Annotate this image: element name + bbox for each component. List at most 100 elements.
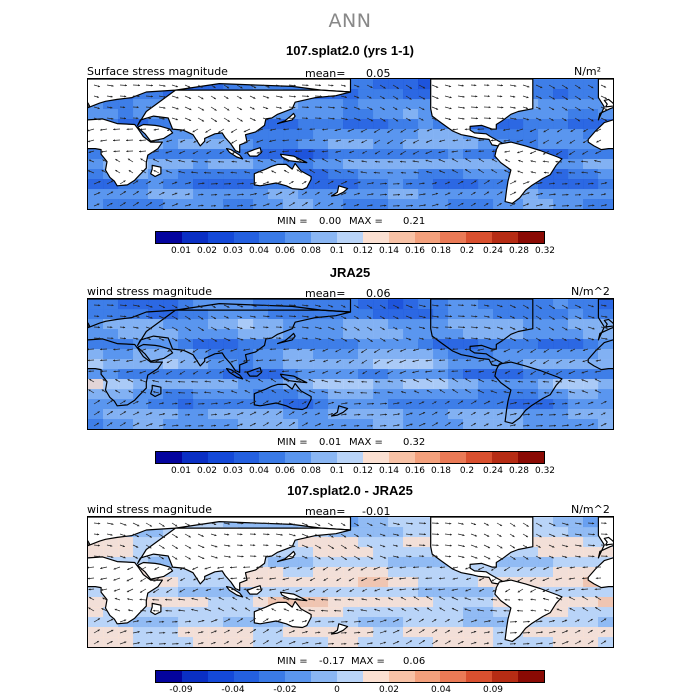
field-cell <box>358 419 374 429</box>
wind-arrow-head <box>344 339 348 342</box>
wind-arrow-head <box>344 642 347 645</box>
wind-arrow-head <box>590 630 593 632</box>
field-cell <box>523 399 539 410</box>
wind-arrow-head <box>269 359 272 362</box>
field-cell <box>238 189 254 200</box>
field-cell <box>553 159 569 170</box>
field-cell <box>313 409 329 420</box>
wind-arrow-head <box>412 160 415 163</box>
field-cell <box>238 627 254 638</box>
field-cell <box>403 129 419 140</box>
wind-arrow-head <box>96 422 99 425</box>
wind-arrow-head <box>204 160 207 163</box>
wind-arrow-head <box>292 202 295 205</box>
wind-arrow-head <box>395 119 399 122</box>
wind-arrow-head <box>201 204 204 207</box>
field-cell <box>283 329 299 340</box>
field-cell <box>208 369 224 380</box>
field-cell <box>178 199 194 209</box>
wind-arrow-head <box>334 609 336 612</box>
field-cell <box>553 567 569 578</box>
field-cell <box>433 149 449 160</box>
wind-arrow-head <box>218 607 221 610</box>
field-cell <box>523 627 539 638</box>
wind-arrow-head <box>439 577 441 580</box>
field-cell <box>553 607 569 618</box>
wind-arrow-head <box>410 204 413 207</box>
wind-arrow-head <box>396 306 400 309</box>
wind-arrow-head <box>336 579 339 581</box>
field-cell <box>133 339 149 350</box>
field-cell <box>268 409 284 420</box>
wind-arrow-head <box>473 523 476 526</box>
field-cell <box>88 349 104 360</box>
wind-arrow-head <box>254 411 257 414</box>
wind-arrow-head <box>555 372 559 375</box>
wind-arrow-head <box>335 350 338 353</box>
field-cell <box>208 329 224 340</box>
wind-arrow-head <box>527 192 530 195</box>
wind-arrow-head <box>150 84 153 87</box>
wind-arrow-head <box>214 630 217 633</box>
field-cell <box>148 149 164 160</box>
wind-arrow-head <box>166 361 169 363</box>
field-cell <box>493 557 509 568</box>
field-cell <box>508 389 524 400</box>
wind-arrow-head <box>226 641 229 644</box>
wind-arrow-head <box>395 327 398 330</box>
field-cell <box>433 169 449 180</box>
field-cell <box>403 587 419 598</box>
field-cell <box>268 199 284 209</box>
wind-arrow-head <box>332 117 335 120</box>
wind-arrow-head <box>100 567 103 570</box>
wind-arrow-head <box>88 151 91 153</box>
field-cell <box>448 577 464 588</box>
field-cell <box>553 119 569 130</box>
field-cell <box>298 597 314 608</box>
field-cell <box>583 129 599 140</box>
wind-arrow-head <box>189 642 192 645</box>
wind-arrow-head <box>578 555 581 558</box>
wind-arrow-head <box>345 107 348 110</box>
wind-arrow-head <box>517 372 520 375</box>
wind-arrow-head <box>139 139 142 142</box>
field-cell <box>223 149 239 160</box>
wind-arrow-head <box>348 140 351 143</box>
wind-arrow-head <box>296 348 299 351</box>
wind-arrow-head <box>594 588 597 591</box>
wind-arrow-head <box>348 350 351 353</box>
field-cell <box>238 587 254 598</box>
field-cell <box>358 577 374 588</box>
wind-arrow-head <box>213 317 216 319</box>
field-cell <box>403 299 419 310</box>
wind-arrow-head <box>228 401 231 404</box>
wind-arrow-head <box>408 119 411 121</box>
field-cell <box>373 299 389 310</box>
wind-arrow-head <box>435 118 438 121</box>
wind-arrow-head <box>452 128 455 131</box>
field-cell <box>148 329 164 340</box>
colorbar-swatch-8 <box>362 232 389 243</box>
wind-arrow-head <box>449 337 452 340</box>
wind-arrow-head <box>462 117 465 120</box>
land-japan <box>277 332 296 345</box>
field-cell <box>283 339 299 350</box>
field-cell <box>388 617 404 628</box>
wind-arrow-head <box>334 159 338 161</box>
wind-arrow-head <box>150 106 153 109</box>
field-cell <box>313 179 329 190</box>
field-cell <box>493 617 509 628</box>
land-sumatra <box>225 585 244 598</box>
wind-arrow-head <box>88 129 90 132</box>
field-cell <box>418 617 434 628</box>
wind-arrow-head <box>414 608 417 610</box>
field-cell <box>118 419 134 429</box>
colorbar-swatch-1 <box>181 232 208 243</box>
field-cell <box>568 399 584 410</box>
wind-arrow-head <box>175 557 178 560</box>
wind-arrow-head <box>111 629 114 632</box>
colorbar-tick: 0.04 <box>430 685 452 695</box>
wind-arrow-head <box>280 640 283 643</box>
wind-arrow-head <box>387 608 390 611</box>
wind-arrow-head <box>374 380 377 383</box>
